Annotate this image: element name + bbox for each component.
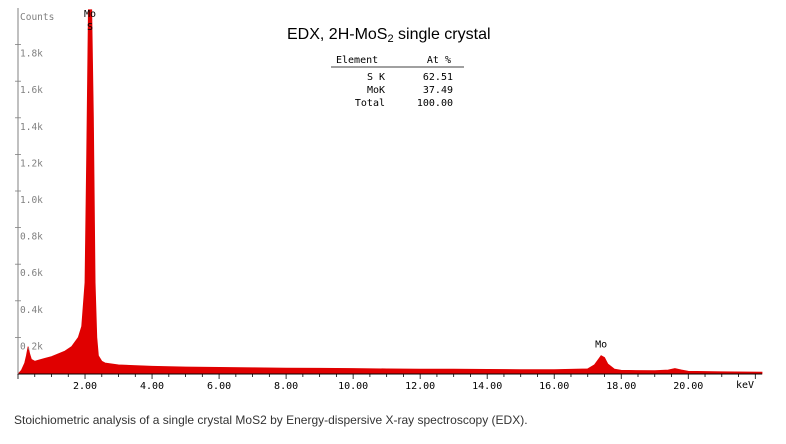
chart-title: EDX, 2H-MoS2 single crystal [287,26,491,45]
chart-title-main: EDX, 2H-MoS [287,26,387,43]
table-row-value: 37.49 [423,85,453,96]
chart-title-subscript: 2 [387,33,393,45]
x-tick-label: 10.00 [338,381,368,392]
x-axis-label: keV [736,380,754,391]
x-ticks: 2.00 4.00 6.00 8.00 10.00 12.00 14.00 16.00 18.0… [17,374,756,392]
peak-label: Mo [595,339,607,350]
table-row-element: MoK [367,85,385,96]
edx-spectrum-chart: Counts keV 2.00 4.00 6.00 8.00 10.00 12.00 14.… [15,8,763,392]
x-tick-label: 4.00 [140,381,164,392]
peak-labels: Mo S Mo [84,9,607,350]
chart-title-suffix: single crystal [394,26,491,43]
axes: Counts keV [17,8,762,391]
x-tick-label: 18.00 [606,381,636,392]
y-tick-label: 1.0k [20,195,43,206]
x-tick-label: 6.00 [207,381,231,392]
y-tick-label: 0.8k [20,232,43,243]
figure-caption: Stoichiometric analysis of a single crys… [14,413,528,427]
y-tick-label: 1.4k [20,122,43,133]
x-tick-label: 14.00 [472,381,502,392]
composition-table: Element At % S K 62.51 MoK 37.49 Total 1… [331,55,464,109]
x-tick-label: 20.00 [673,381,703,392]
y-ticks: 0.2k 0.4k 0.6k 0.8k 1.0k 1.2k 1.4k 1.6k 1.8k [15,44,43,352]
peak-label: S [87,22,93,33]
x-tick-label: 16.00 [539,381,569,392]
table-row-element: S K [367,72,385,83]
y-axis-label: Counts [20,12,54,23]
x-tick-label: 12.00 [405,381,435,392]
plot-area [17,9,763,375]
table-header-at-percent: At % [427,55,451,66]
y-tick-label: 0.6k [20,268,43,279]
y-tick-label: 1.8k [20,49,43,60]
table-row-element: Total [355,98,385,109]
x-tick-label: 8.00 [274,381,298,392]
y-tick-label: 1.2k [20,158,43,169]
y-tick-label: 1.6k [20,85,43,96]
table-row-value: 62.51 [423,72,453,83]
table-header-element: Element [336,55,378,66]
spectrum-area [17,9,763,375]
table-row-value: 100.00 [417,98,453,109]
y-tick-label: 0.2k [20,341,43,352]
y-tick-label: 0.4k [20,305,43,316]
peak-label: Mo [84,9,96,20]
x-tick-label: 2.00 [73,381,97,392]
